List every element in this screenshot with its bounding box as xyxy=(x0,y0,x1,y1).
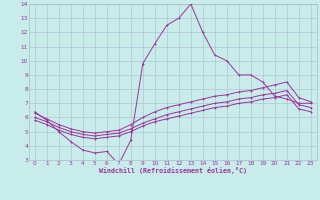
X-axis label: Windchill (Refroidissement éolien,°C): Windchill (Refroidissement éolien,°C) xyxy=(99,167,247,174)
